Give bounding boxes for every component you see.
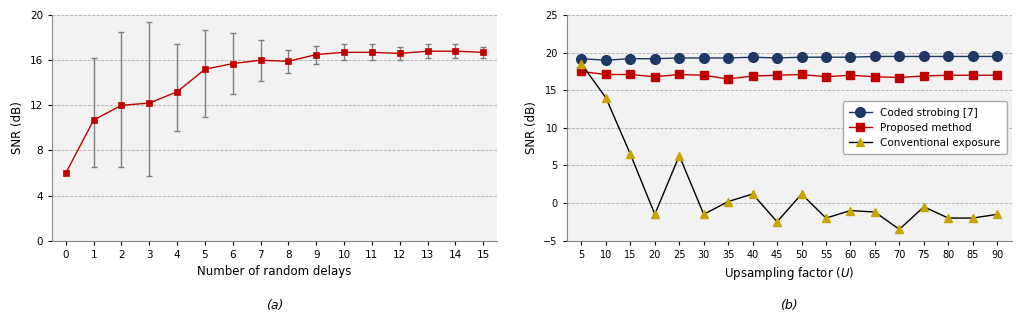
Proposed method <box>771 73 784 77</box>
Line: Conventional exposure: Conventional exposure <box>577 60 1002 233</box>
Coded strobing [7] <box>819 55 832 59</box>
Conventional exposure <box>796 192 808 196</box>
Coded strobing [7] <box>991 55 1004 59</box>
X-axis label: Number of random delays: Number of random delays <box>197 265 352 278</box>
Legend: Coded strobing [7], Proposed method, Conventional exposure: Coded strobing [7], Proposed method, Con… <box>843 101 1007 154</box>
Conventional exposure <box>819 216 832 220</box>
Conventional exposure <box>698 212 710 216</box>
Coded strobing [7] <box>967 55 979 59</box>
Proposed method <box>918 74 930 78</box>
X-axis label: Upsampling factor ($U$): Upsampling factor ($U$) <box>724 265 854 282</box>
Coded strobing [7] <box>722 56 735 60</box>
Coded strobing [7] <box>869 55 881 59</box>
Conventional exposure <box>967 216 979 220</box>
Conventional exposure <box>649 212 661 216</box>
Proposed method <box>869 75 881 79</box>
Proposed method <box>722 77 735 81</box>
Proposed method <box>893 75 905 79</box>
Proposed method <box>967 73 979 77</box>
Coded strobing [7] <box>673 56 685 60</box>
Text: (a): (a) <box>266 299 283 312</box>
Proposed method <box>698 73 710 77</box>
Coded strobing [7] <box>624 57 636 61</box>
Conventional exposure <box>722 200 735 204</box>
Proposed method <box>819 75 832 79</box>
Conventional exposure <box>918 205 930 209</box>
Coded strobing [7] <box>649 57 661 61</box>
Conventional exposure <box>771 220 784 224</box>
Coded strobing [7] <box>771 56 784 60</box>
Coded strobing [7] <box>599 58 612 62</box>
Conventional exposure <box>869 210 881 214</box>
Conventional exposure <box>599 96 612 100</box>
Proposed method <box>599 72 612 76</box>
Coded strobing [7] <box>942 55 954 59</box>
Conventional exposure <box>844 209 856 213</box>
Proposed method <box>942 73 954 77</box>
Coded strobing [7] <box>844 55 856 59</box>
Proposed method <box>649 75 661 79</box>
Proposed method <box>844 73 856 77</box>
Y-axis label: SNR (dB): SNR (dB) <box>525 101 538 154</box>
Conventional exposure <box>893 227 905 231</box>
Proposed method <box>747 74 759 78</box>
Line: Coded strobing [7]: Coded strobing [7] <box>577 52 1003 65</box>
Coded strobing [7] <box>698 56 710 60</box>
Coded strobing [7] <box>575 57 587 61</box>
Conventional exposure <box>624 152 636 156</box>
Conventional exposure <box>747 192 759 196</box>
Conventional exposure <box>575 62 587 66</box>
Coded strobing [7] <box>796 55 808 59</box>
Conventional exposure <box>673 154 685 158</box>
Proposed method <box>575 70 587 73</box>
Proposed method <box>673 72 685 76</box>
Coded strobing [7] <box>918 55 930 59</box>
Conventional exposure <box>942 216 954 220</box>
Y-axis label: SNR (dB): SNR (dB) <box>11 101 25 154</box>
Line: Proposed method: Proposed method <box>578 68 1002 83</box>
Text: (b): (b) <box>781 299 798 312</box>
Conventional exposure <box>991 212 1004 216</box>
Proposed method <box>991 73 1004 77</box>
Proposed method <box>796 72 808 76</box>
Coded strobing [7] <box>893 55 905 59</box>
Coded strobing [7] <box>747 55 759 59</box>
Proposed method <box>624 72 636 76</box>
